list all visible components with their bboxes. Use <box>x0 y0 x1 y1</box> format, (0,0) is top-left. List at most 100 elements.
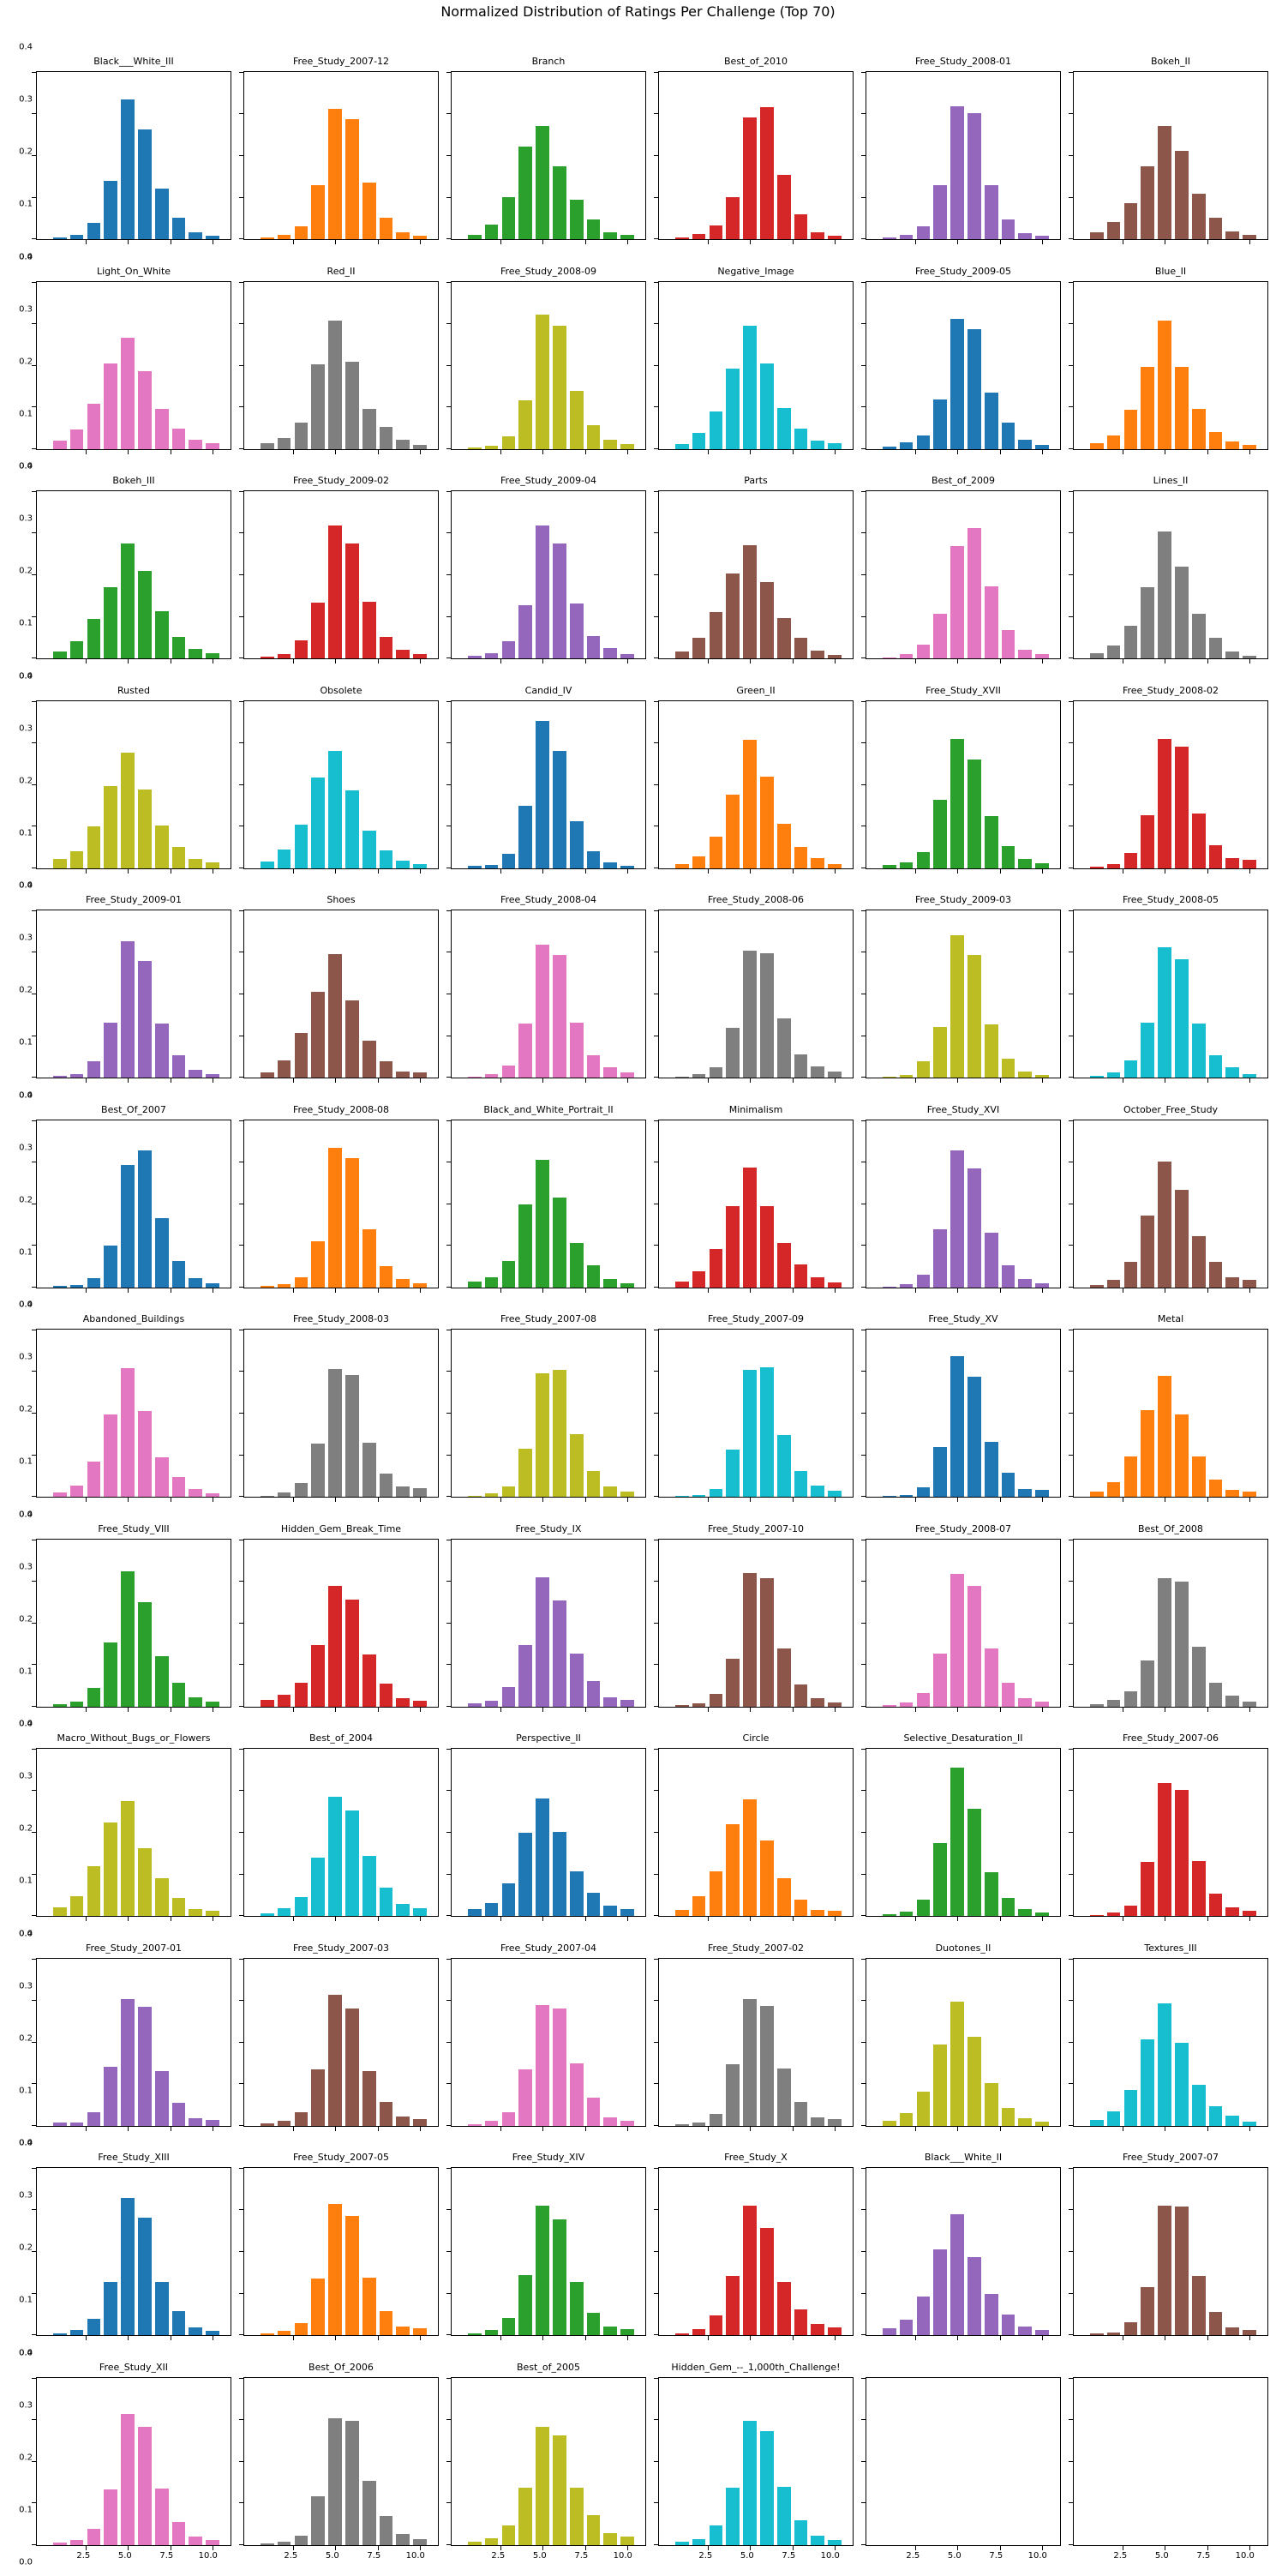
subplot-title: Bokeh_II <box>1151 56 1190 67</box>
histogram-bar <box>1158 739 1171 868</box>
x-tick-label: 2.5 <box>76 2550 91 2561</box>
histogram-bar <box>1035 1702 1050 1707</box>
histogram-bar <box>137 2426 152 2545</box>
histogram-bar <box>69 2122 84 2126</box>
x-tick-mark <box>128 1288 129 1293</box>
y-tick-mark <box>861 532 866 534</box>
histogram-bar <box>1018 2117 1033 2126</box>
histogram-bar <box>984 2082 998 2126</box>
histogram-bar <box>933 1228 948 1288</box>
y-tick-mark <box>32 2502 36 2504</box>
subplot-title: Candid_IV <box>524 684 572 696</box>
histogram-plot <box>32 700 231 874</box>
subplot-cell: Obsolete <box>239 676 439 886</box>
y-tick-mark <box>654 1958 658 1960</box>
histogram-bar <box>137 1411 152 1497</box>
x-tick-mark <box>420 1917 422 1921</box>
x-tick-mark <box>1249 1288 1251 1293</box>
y-tick-mark <box>239 322 243 324</box>
histogram-bar <box>484 2538 499 2545</box>
histogram-bar <box>933 1446 948 1497</box>
histogram-bar <box>484 1700 499 1707</box>
histogram-bar <box>603 862 618 868</box>
x-tick-mark <box>707 659 709 664</box>
histogram-bar <box>294 225 309 239</box>
histogram-bar <box>552 1370 566 1497</box>
y-tick-mark <box>32 2543 36 2545</box>
histogram-bar <box>933 2045 948 2126</box>
histogram-bar <box>206 2540 220 2545</box>
y-tick-label: 0.0 <box>19 2138 33 2148</box>
histogram-bars <box>37 2378 231 2545</box>
histogram-bar <box>569 2063 584 2126</box>
histogram-bars <box>37 701 231 868</box>
x-tick-mark <box>1042 2545 1044 2550</box>
subplot-title: Free_Study_XVII <box>926 684 1001 696</box>
subplot-title: Abandoned_Buildings <box>82 1313 185 1324</box>
y-tick-label: 0.2 <box>19 147 33 157</box>
x-tick-mark <box>542 1707 544 1712</box>
histogram-bar <box>1225 1490 1240 1497</box>
histogram-bar <box>899 2319 914 2335</box>
y-tick-mark <box>1069 574 1073 575</box>
histogram-bar <box>984 1648 998 1707</box>
histogram-bar <box>171 218 186 239</box>
subplot-cell: Free_Study_2008-07 <box>861 1515 1061 1725</box>
x-tick-mark <box>1249 2336 1251 2340</box>
x-tick-mark <box>792 1078 794 1083</box>
histogram-plot <box>1069 71 1268 244</box>
histogram-bar <box>362 408 376 449</box>
histogram-bar <box>916 645 931 658</box>
x-tick-mark <box>1207 2545 1208 2550</box>
histogram-bar <box>311 602 326 658</box>
histogram-bar <box>776 1434 791 1497</box>
histogram-bar <box>776 1878 791 1916</box>
y-tick-mark <box>239 532 243 534</box>
histogram-bar <box>536 314 549 449</box>
subplot-cell: Free_Study_2008-05 <box>1069 886 1268 1096</box>
y-tick-label: 0.2 <box>19 1195 33 1205</box>
y-tick-mark <box>861 1999 866 2001</box>
histogram-bar <box>189 859 203 868</box>
histogram-bar <box>967 2037 981 2126</box>
histogram-plot <box>32 1329 231 1502</box>
histogram-bar <box>52 237 67 239</box>
histogram-bar <box>87 1461 101 1497</box>
histogram-bar <box>518 2069 533 2126</box>
histogram-bar <box>1018 1909 1033 1916</box>
histogram-bar <box>277 2331 291 2335</box>
histogram-bar <box>87 2111 101 2126</box>
histogram-bar <box>967 1586 981 1707</box>
y-tick-mark <box>32 2418 36 2420</box>
histogram-bar <box>828 2327 842 2335</box>
x-tick-mark <box>85 1498 87 1502</box>
histogram-bar <box>277 2542 291 2545</box>
x-tick-mark <box>584 1078 586 1083</box>
x-tick-mark <box>792 1498 794 1502</box>
x-tick-mark <box>292 2336 294 2340</box>
histogram-bar <box>344 1374 359 1497</box>
y-tick-mark <box>32 2251 36 2252</box>
x-tick-label: 7.5 <box>1196 2550 1211 2561</box>
histogram-bar <box>967 760 981 868</box>
x-tick-mark <box>792 659 794 664</box>
x-tick-mark <box>750 2545 752 2550</box>
empty-subplot-cell: 2.5 5.0 7.5 10.0 <box>861 2353 1061 2563</box>
histogram-bar <box>1243 1279 1257 1288</box>
x-tick-mark <box>292 868 294 874</box>
y-tick-mark <box>861 1832 866 1833</box>
histogram-bar <box>950 2001 964 2126</box>
histogram-bar <box>1035 862 1050 868</box>
y-tick-mark <box>446 2124 451 2126</box>
y-tick-mark <box>239 1915 243 1916</box>
subplot-cell: Free_Study_2007-12 <box>239 47 439 257</box>
histogram-bar <box>603 2327 618 2335</box>
histogram-bar <box>294 824 309 868</box>
histogram-bars <box>452 1540 645 1707</box>
y-tick-mark <box>32 784 36 785</box>
histogram-bar <box>552 955 566 1078</box>
histogram-bar <box>794 2519 808 2545</box>
x-tick-mark <box>627 449 629 454</box>
histogram-bars <box>659 2168 853 2335</box>
histogram-bar <box>811 440 825 449</box>
